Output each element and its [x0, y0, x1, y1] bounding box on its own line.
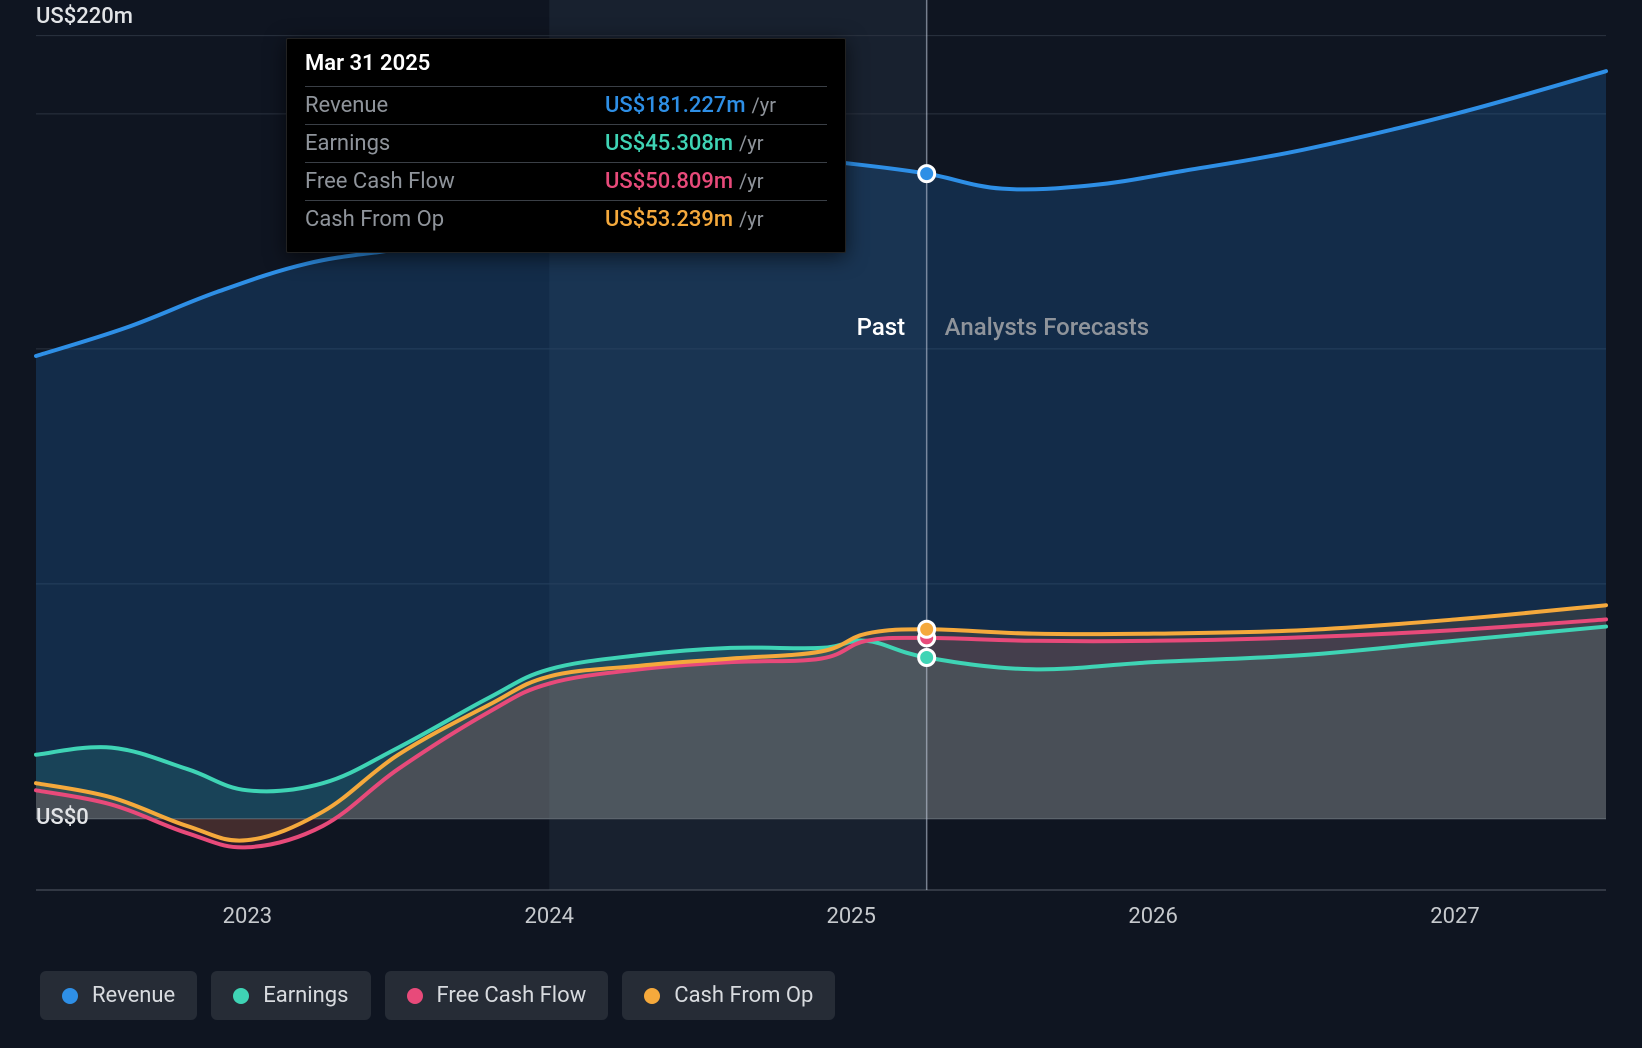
tooltip-row-unit: /yr	[739, 169, 764, 193]
tooltip-row-value: US$53.239m	[605, 207, 733, 232]
tooltip-row-unit: /yr	[739, 131, 764, 155]
tooltip-row-value: US$50.809m	[605, 169, 733, 194]
x-tick-0: 2023	[223, 904, 272, 929]
x-tick-3: 2026	[1128, 904, 1177, 929]
tooltip-row-value: US$181.227m	[605, 93, 746, 118]
legend-item-label: Earnings	[263, 983, 348, 1008]
x-tick-4: 2027	[1430, 904, 1479, 929]
tooltip-row-revenue: Revenue US$181.227m /yr	[305, 87, 827, 125]
tooltip-row-cfo: Cash From Op US$53.239m /yr	[305, 201, 827, 238]
legend-item-label: Cash From Op	[674, 983, 813, 1008]
legend-swatch-icon	[62, 988, 78, 1004]
forecast-label: Analysts Forecasts	[945, 313, 1149, 341]
tooltip-row-label: Revenue	[305, 93, 605, 118]
legend-item-label: Revenue	[92, 983, 175, 1008]
tooltip-row-unit: /yr	[739, 207, 764, 231]
chart-tooltip: Mar 31 2025 Revenue US$181.227m /yr Earn…	[286, 38, 846, 253]
tooltip-row-unit: /yr	[752, 93, 777, 117]
financial-chart: US$220m US$0 Past Analysts Forecasts 202…	[0, 0, 1642, 1048]
tooltip-row-fcf: Free Cash Flow US$50.809m /yr	[305, 163, 827, 201]
y-axis-label-top: US$220m	[36, 4, 133, 29]
tooltip-date: Mar 31 2025	[305, 51, 827, 87]
legend-item-label: Free Cash Flow	[437, 983, 587, 1008]
legend-swatch-icon	[644, 988, 660, 1004]
tooltip-row-label: Free Cash Flow	[305, 169, 605, 194]
tooltip-row-label: Cash From Op	[305, 207, 605, 232]
legend-item-revenue[interactable]: Revenue	[40, 971, 197, 1020]
tooltip-row-earnings: Earnings US$45.308m /yr	[305, 125, 827, 163]
chart-legend: Revenue Earnings Free Cash Flow Cash Fro…	[40, 971, 835, 1020]
x-tick-1: 2024	[525, 904, 574, 929]
legend-item-earnings[interactable]: Earnings	[211, 971, 370, 1020]
legend-swatch-icon	[407, 988, 423, 1004]
tooltip-row-label: Earnings	[305, 131, 605, 156]
legend-item-fcf[interactable]: Free Cash Flow	[385, 971, 609, 1020]
legend-swatch-icon	[233, 988, 249, 1004]
legend-item-cfo[interactable]: Cash From Op	[622, 971, 835, 1020]
x-tick-2: 2025	[826, 904, 875, 929]
past-label: Past	[857, 313, 905, 341]
y-axis-label-bottom: US$0	[36, 805, 89, 830]
tooltip-row-value: US$45.308m	[605, 131, 733, 156]
